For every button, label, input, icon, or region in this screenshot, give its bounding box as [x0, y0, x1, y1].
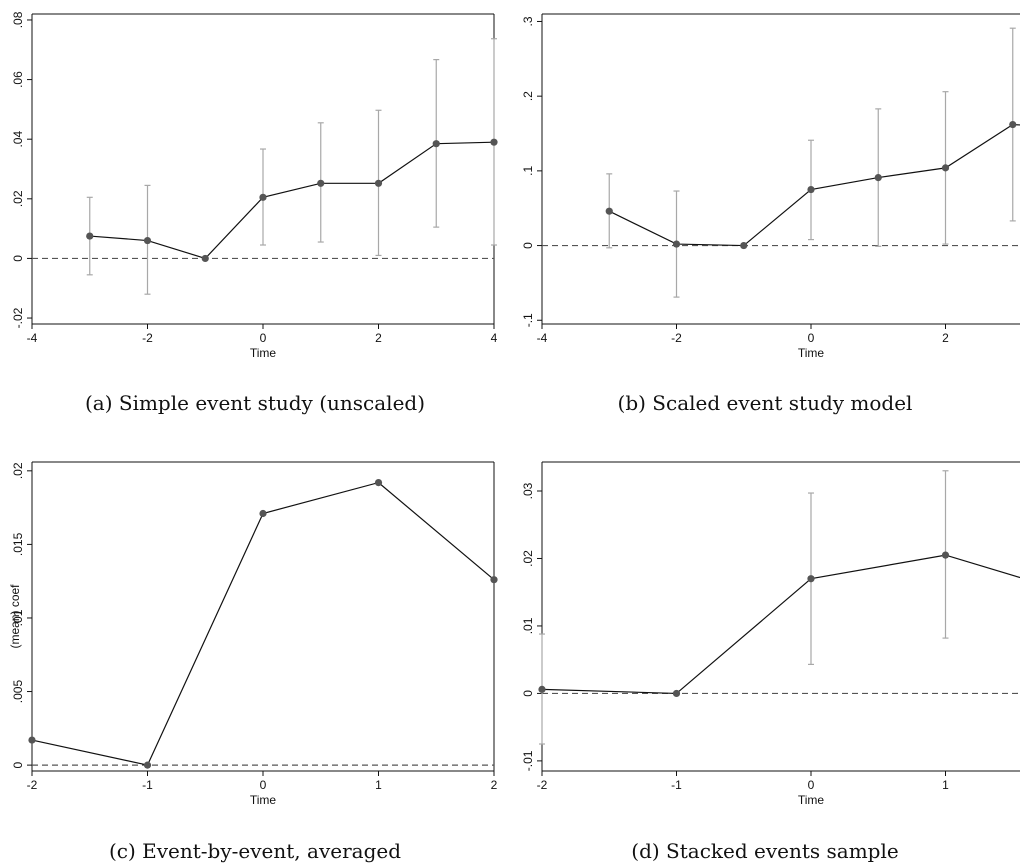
data-point: [538, 685, 546, 693]
x-tick-label: -2: [27, 778, 38, 792]
x-tick-label: 2: [375, 331, 382, 345]
y-axis-title: (mean) coef: [8, 584, 22, 649]
data-point: [807, 185, 815, 194]
x-tick-label: 2: [491, 778, 498, 792]
caption-b: (b) Scaled event study model: [617, 391, 913, 415]
data-point: [672, 240, 681, 248]
x-axis-title: Time: [250, 793, 277, 807]
x-tick-label: 4: [491, 331, 498, 345]
x-axis-title: Time: [250, 346, 277, 360]
x-tick-label: -2: [537, 778, 548, 792]
y-tick-label: 0: [521, 242, 535, 249]
y-tick-label: 0: [11, 761, 25, 768]
y-tick-label: 0: [521, 690, 535, 697]
data-point: [28, 736, 36, 744]
y-tick-label: .02: [11, 190, 25, 207]
y-tick-label: .02: [521, 550, 535, 567]
x-axis-title: Time: [798, 346, 825, 360]
data-point: [740, 241, 748, 250]
data-point: [432, 140, 440, 148]
data-point: [317, 179, 325, 187]
caption-a: (a) Simple event study (unscaled): [84, 391, 426, 415]
y-tick-label: .3: [521, 16, 535, 26]
data-point: [874, 173, 882, 182]
y-tick-label: .06: [11, 71, 25, 88]
series-line: [541, 554, 1020, 695]
series-line: [608, 123, 1020, 247]
x-tick-label: 2: [942, 331, 949, 345]
y-tick-label: .04: [11, 131, 25, 148]
y-tick-label: .02: [11, 462, 25, 479]
y-tick-label: 0: [11, 255, 25, 262]
x-tick-label: -4: [537, 331, 548, 345]
x-tick-label: 0: [260, 778, 267, 792]
data-point: [941, 551, 950, 559]
x-tick-label: -2: [671, 331, 682, 345]
y-tick-label: .08: [11, 11, 25, 28]
y-tick-label: -.01: [521, 750, 535, 771]
y-tick-label: .03: [521, 482, 535, 499]
data-point: [605, 207, 613, 215]
data-point: [490, 576, 498, 584]
x-tick-label: -2: [142, 331, 153, 345]
data-point: [259, 193, 267, 201]
data-point: [201, 254, 209, 263]
series-line: [89, 141, 495, 260]
y-tick-label: -.02: [11, 307, 25, 328]
x-tick-label: 0: [260, 331, 267, 345]
x-tick-label: -1: [671, 778, 682, 792]
y-tick-label: .015: [11, 532, 25, 556]
x-tick-label: 0: [808, 778, 815, 792]
data-point: [490, 138, 498, 146]
caption-d: (d) Stacked events sample: [631, 839, 899, 863]
data-point: [374, 179, 383, 187]
data-point: [374, 479, 383, 487]
data-point: [143, 236, 152, 245]
series-line: [31, 481, 495, 766]
data-point: [259, 509, 267, 518]
data-point: [1009, 120, 1017, 129]
x-tick-label: -1: [142, 778, 153, 792]
y-tick-label: -.1: [521, 313, 535, 327]
x-tick-label: 0: [808, 331, 815, 345]
data-point: [86, 232, 94, 240]
y-tick-label: .01: [11, 609, 25, 626]
caption-c: (c) Event-by-event, averaged: [108, 839, 402, 863]
y-tick-label: .1: [521, 166, 535, 176]
data-point: [143, 761, 152, 769]
chart-a: -4 -2 0 2 4 Time -.02 0 .02 .04 .06 .08: [11, 11, 498, 360]
y-tick-label: .005: [11, 680, 25, 704]
x-tick-label: 1: [942, 778, 949, 792]
data-point: [672, 689, 681, 698]
x-tick-label: -4: [27, 331, 38, 345]
x-tick-label: 1: [375, 778, 382, 792]
data-point: [807, 575, 815, 583]
y-tick-label: .01: [521, 617, 535, 634]
x-axis-title: Time: [798, 793, 825, 807]
data-point: [941, 164, 950, 172]
y-tick-label: .2: [521, 91, 535, 101]
